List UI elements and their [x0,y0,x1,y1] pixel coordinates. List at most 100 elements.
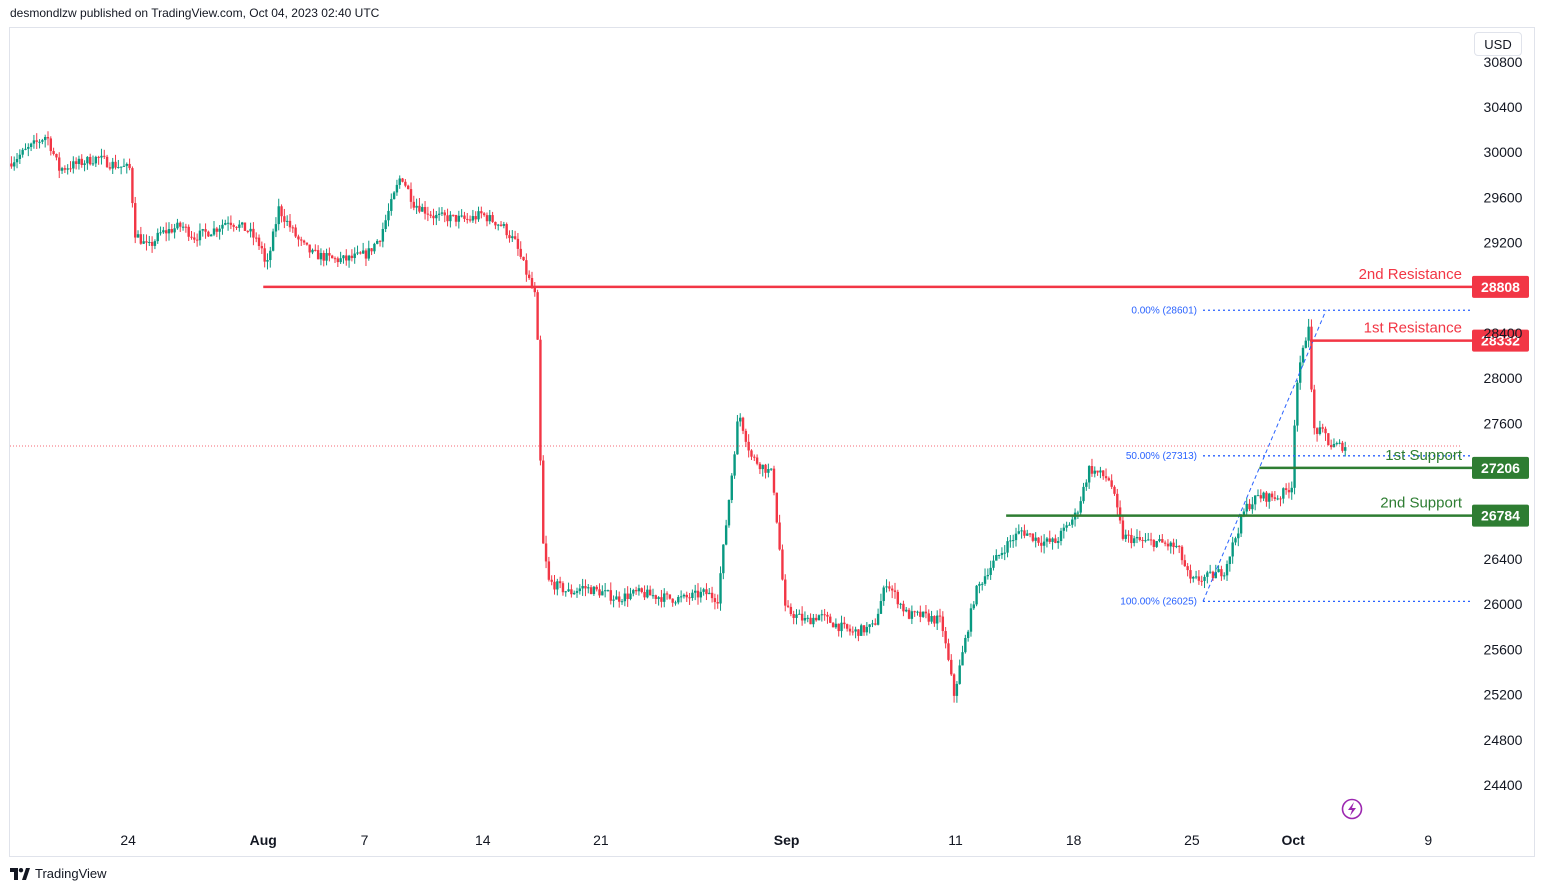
candle-body [722,544,725,574]
candle-body [1113,486,1116,494]
candle-body [769,468,773,470]
candle-body [181,226,185,228]
candle-body [823,614,826,616]
candle-body [778,522,781,550]
resistance-price-value: 28808 [1481,279,1520,295]
candle-body [829,616,832,623]
candle-body [1329,445,1333,448]
candle-body [1107,478,1111,481]
candle-body [674,602,677,604]
candle-body [753,456,756,458]
candle-body [516,238,520,249]
candle-body [224,223,227,225]
candle-body [767,468,770,473]
candle-body [364,250,368,259]
candle-body [750,450,753,457]
candle-body [547,561,551,580]
candle-body [758,463,762,470]
resistance-label: 2nd Resistance [1359,266,1462,283]
candle-body [1200,580,1203,582]
tradingview-footer[interactable]: TradingView [10,866,107,881]
candle-body [111,161,114,169]
candle-body [1253,495,1257,505]
candle-body [654,595,658,599]
candles-layer [10,131,1347,703]
candle-body [336,258,340,263]
candle-body [601,591,604,596]
price-tick-label: 30800 [1484,54,1523,70]
candle-body [1006,541,1009,553]
candle-body [874,623,877,625]
candle-body [1141,539,1144,541]
support-price-tag [1472,456,1529,479]
candle-body [457,215,461,222]
candle-body [387,210,390,221]
candle-body [142,241,145,244]
candle-body [131,168,134,204]
candle-body [1037,537,1040,543]
candle-body [1130,534,1133,544]
candle-body [572,592,576,595]
candle-body [238,224,241,228]
candle-body [271,231,275,251]
candle-body [693,590,697,593]
candle-body [564,591,567,593]
candle-body [699,591,703,598]
time-tick-label: 21 [593,832,609,848]
candle-body [437,213,441,215]
candle-body [345,255,348,261]
candle-body [1318,427,1322,434]
candle-body [435,214,438,219]
candle-body [373,243,376,252]
candle-body [285,220,289,222]
candle-body [240,222,244,225]
candle-body [198,230,202,241]
candle-body [418,205,421,212]
candle-body [1172,542,1175,548]
candle-body [415,205,418,208]
price-tick-label: 24800 [1484,732,1523,748]
candle-body [688,597,691,599]
candle-body [207,231,210,237]
candle-body [533,287,537,293]
candle-body [1234,538,1237,543]
candle-body [950,659,953,675]
candle-body [536,292,539,340]
candle-body [63,168,67,170]
lightning-icon[interactable] [1341,798,1363,820]
candle-body [558,581,562,584]
candle-body [978,583,981,586]
candle-body [902,603,905,612]
currency-button[interactable]: USD [1474,32,1522,56]
candle-body [480,211,483,214]
fib-trend-line [1202,310,1327,602]
candle-body [913,611,916,613]
candle-body [961,652,964,666]
candle-body [1189,570,1192,579]
candle-body [989,567,992,575]
candle-body [646,589,649,598]
candle-body [74,161,78,164]
candle-body [277,206,280,225]
candle-body [1166,543,1170,547]
candle-body [817,615,821,621]
candle-body [679,596,683,598]
candle-body [353,253,356,259]
candle-body [201,229,204,231]
time-tick-label: 7 [361,832,369,848]
candle-body [682,594,686,597]
candle-body [72,161,75,169]
candle-body [761,464,764,470]
candle-body [1082,486,1085,502]
candle-body [1180,546,1184,561]
candle-body [100,155,103,158]
chart-frame[interactable] [9,27,1535,857]
candle-body [539,339,542,461]
candle-body [1307,326,1310,341]
candle-body [218,228,221,232]
candle-body [1177,545,1181,547]
candle-body [798,613,801,615]
candle-body [1214,572,1217,579]
candle-body [361,250,365,254]
